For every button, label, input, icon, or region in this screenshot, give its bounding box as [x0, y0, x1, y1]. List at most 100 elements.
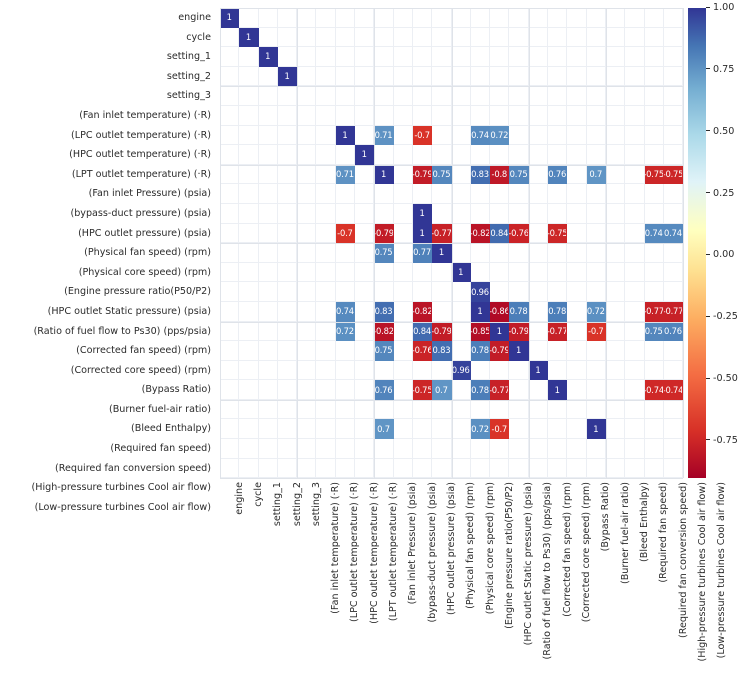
heatmap-cell[interactable] [586, 380, 606, 400]
heatmap-cell[interactable] [451, 164, 471, 185]
heatmap-cell[interactable] [335, 399, 356, 420]
heatmap-cell[interactable] [335, 458, 356, 479]
heatmap-cell[interactable] [509, 282, 529, 302]
heatmap-cell[interactable] [470, 262, 491, 283]
heatmap-cell[interactable] [490, 47, 510, 67]
heatmap-cell[interactable] [277, 203, 298, 224]
heatmap-cell[interactable] [393, 145, 413, 165]
heatmap-cell[interactable] [316, 341, 336, 361]
heatmap-cell[interactable] [239, 203, 259, 224]
heatmap-cell[interactable] [528, 380, 549, 400]
heatmap-cell[interactable] [316, 184, 336, 204]
heatmap-cell[interactable] [567, 380, 587, 400]
heatmap-cell[interactable] [374, 360, 394, 381]
heatmap-cell[interactable] [412, 419, 433, 440]
heatmap-cell[interactable] [258, 66, 278, 87]
heatmap-cell[interactable] [335, 184, 356, 204]
heatmap-cell[interactable] [625, 203, 645, 224]
heatmap-cell[interactable] [625, 86, 645, 106]
heatmap-cell[interactable]: 0.72 [335, 321, 356, 342]
heatmap-cell[interactable] [412, 399, 433, 420]
heatmap-cell[interactable] [335, 145, 356, 165]
heatmap-cell[interactable] [316, 243, 336, 263]
heatmap-cell[interactable] [355, 27, 375, 48]
heatmap-cell[interactable] [277, 399, 298, 420]
heatmap-cell[interactable] [548, 243, 568, 263]
heatmap-cell[interactable] [220, 164, 240, 185]
heatmap-cell[interactable] [567, 262, 587, 283]
heatmap-cell[interactable] [490, 66, 510, 87]
heatmap-cell[interactable] [374, 47, 394, 67]
heatmap-cell[interactable] [393, 360, 413, 381]
heatmap-cell[interactable] [393, 262, 413, 283]
heatmap-cell[interactable] [451, 66, 471, 87]
heatmap-cell[interactable] [412, 27, 433, 48]
heatmap-cell[interactable] [374, 27, 394, 48]
heatmap-cell[interactable] [258, 458, 278, 479]
heatmap-cell[interactable]: 0.84 [412, 321, 433, 342]
heatmap-cell[interactable] [663, 360, 684, 381]
heatmap-cell[interactable] [239, 360, 259, 381]
heatmap-cell[interactable] [277, 301, 298, 322]
heatmap-cell[interactable] [355, 439, 375, 459]
heatmap-cell[interactable]: 1 [374, 164, 394, 185]
heatmap-cell[interactable] [393, 223, 413, 244]
heatmap-cell[interactable] [432, 27, 452, 48]
heatmap-cell[interactable] [412, 439, 433, 459]
heatmap-cell[interactable] [470, 399, 491, 420]
heatmap-cell[interactable] [220, 282, 240, 302]
heatmap-cell[interactable] [432, 125, 452, 146]
heatmap-cell[interactable] [567, 66, 587, 87]
heatmap-cell[interactable] [490, 439, 510, 459]
heatmap-cell[interactable] [548, 125, 568, 146]
heatmap-cell[interactable] [644, 47, 664, 67]
heatmap-cell[interactable] [586, 282, 606, 302]
heatmap-cell[interactable] [663, 8, 684, 28]
heatmap-cell[interactable] [277, 282, 298, 302]
heatmap-cell[interactable] [548, 360, 568, 381]
heatmap-cell[interactable] [432, 458, 452, 479]
heatmap-cell[interactable]: 0.78 [470, 341, 491, 361]
heatmap-cell[interactable] [490, 282, 510, 302]
heatmap-cell[interactable] [393, 8, 413, 28]
heatmap-cell[interactable] [567, 8, 587, 28]
heatmap-cell[interactable] [355, 458, 375, 479]
heatmap-cell[interactable]: -0.75 [644, 164, 664, 185]
heatmap-cell[interactable] [509, 439, 529, 459]
heatmap-cell[interactable] [567, 301, 587, 322]
heatmap-cell[interactable] [605, 301, 626, 322]
heatmap-cell[interactable] [663, 243, 684, 263]
heatmap-cell[interactable] [625, 164, 645, 185]
heatmap-cell[interactable] [316, 86, 336, 106]
heatmap-cell[interactable]: -0.79 [374, 223, 394, 244]
heatmap-cell[interactable] [644, 66, 664, 87]
heatmap-cell[interactable]: -0.76 [412, 341, 433, 361]
heatmap-cell[interactable] [335, 27, 356, 48]
heatmap-cell[interactable] [528, 321, 549, 342]
heatmap-cell[interactable] [258, 439, 278, 459]
heatmap-cell[interactable] [605, 105, 626, 126]
heatmap-cell[interactable] [490, 360, 510, 381]
heatmap-cell[interactable] [220, 66, 240, 87]
heatmap-cell[interactable] [393, 321, 413, 342]
heatmap-cell[interactable] [220, 262, 240, 283]
heatmap-cell[interactable] [355, 399, 375, 420]
heatmap-cell[interactable] [239, 301, 259, 322]
heatmap-cell[interactable] [277, 243, 298, 263]
heatmap-cell[interactable] [277, 86, 298, 106]
heatmap-cell[interactable] [586, 262, 606, 283]
heatmap-cell[interactable] [528, 223, 549, 244]
heatmap-cell[interactable] [355, 86, 375, 106]
heatmap-cell[interactable] [644, 341, 664, 361]
heatmap-cell[interactable] [258, 145, 278, 165]
heatmap-cell[interactable] [355, 341, 375, 361]
heatmap-cell[interactable] [258, 164, 278, 185]
heatmap-cell[interactable] [277, 262, 298, 283]
heatmap-cell[interactable] [277, 145, 298, 165]
heatmap-cell[interactable] [393, 203, 413, 224]
heatmap-cell[interactable]: -0.75 [663, 164, 684, 185]
heatmap-cell[interactable] [663, 419, 684, 440]
heatmap-cell[interactable] [644, 262, 664, 283]
heatmap-cell[interactable] [297, 184, 317, 204]
heatmap-cell[interactable] [258, 27, 278, 48]
